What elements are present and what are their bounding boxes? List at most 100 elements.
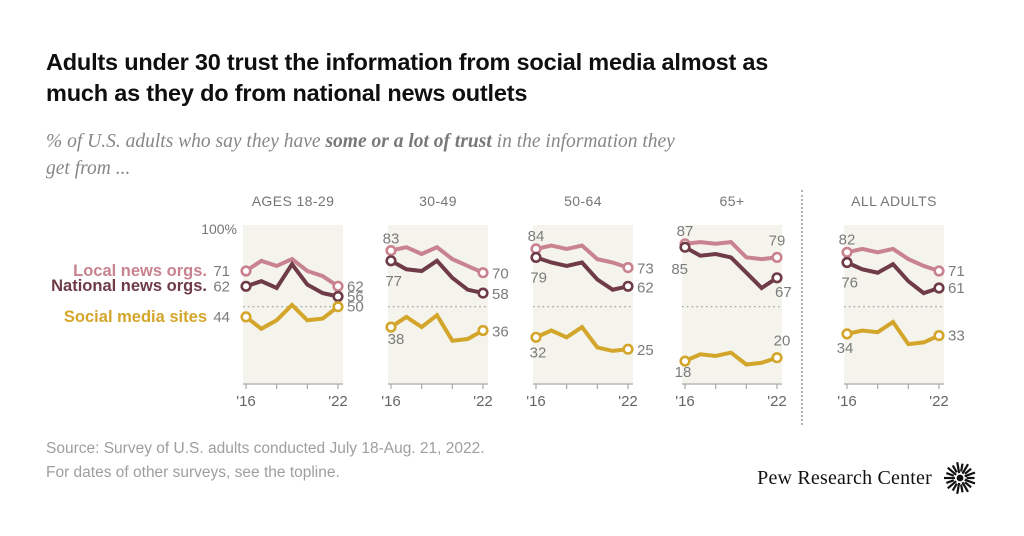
end-value-label-national: 61 — [948, 280, 965, 297]
subtitle-prefix: % of U.S. adults who say they have — [46, 131, 326, 152]
subtitle-line-1: % of U.S. adults who say they have some … — [46, 128, 966, 155]
sunburst-ray — [960, 463, 964, 472]
end-value-label-social: 36 — [492, 324, 509, 341]
start-point-marker-social — [530, 331, 542, 343]
start-point-marker-social — [385, 321, 397, 333]
end-value-label-national: 67 — [775, 284, 792, 301]
end-point-marker-national — [477, 287, 489, 299]
end-point-marker-social — [477, 324, 489, 337]
y-axis-100-label: 100% — [201, 221, 237, 237]
end-point-marker-national — [933, 282, 945, 294]
panel-50-64: 50-64 '16 '22 84 73 79 62 32 25 — [509, 193, 679, 425]
x-tick-label: '16 — [675, 393, 695, 410]
sunburst-ray — [964, 478, 976, 485]
title-line-2: much as they do from national news outle… — [46, 80, 528, 106]
start-value-label-national: 79 — [530, 269, 547, 286]
start-value-label-social: 34 — [837, 340, 854, 357]
sunburst-center — [956, 474, 964, 482]
series-line-national — [390, 258, 484, 296]
end-point-marker-local — [622, 261, 634, 274]
start-value-label-national: 77 — [385, 273, 402, 290]
x-tick-label: '16 — [236, 393, 256, 410]
start-value-label-social: 38 — [388, 331, 405, 348]
end-point-marker-local — [332, 280, 344, 292]
start-value-label-local: 84 — [528, 228, 545, 245]
sunburst-ray — [951, 464, 958, 473]
page-title: Adults under 30 trust the information fr… — [46, 47, 966, 109]
end-value-label-local: 73 — [637, 261, 654, 278]
branding: Pew Research Center — [757, 461, 977, 495]
series-line-local — [390, 244, 484, 275]
legend-item-social-media: Social media sites — [63, 307, 207, 326]
series-line-social — [535, 324, 629, 353]
panel-chart-svg: '16 '22 82 71 76 61 34 33 — [837, 225, 965, 410]
chart-subtitle: % of U.S. adults who say they have some … — [46, 128, 966, 182]
sunburst-ray — [956, 482, 961, 494]
start-point-marker-local — [240, 265, 252, 277]
start-point-marker-national — [240, 280, 252, 292]
series-line-local — [244, 256, 340, 288]
series-line-national — [535, 255, 629, 292]
end-point-marker-social — [622, 343, 634, 355]
start-point-marker-national — [841, 256, 853, 269]
start-value-label-national: 62 — [213, 278, 230, 295]
subtitle-suffix: in the information they — [491, 131, 675, 152]
start-value-label-national: 85 — [671, 261, 688, 278]
start-value-label-local: 87 — [677, 223, 694, 240]
panel-all-adults: ALL ADULTS '16 '22 82 71 76 61 34 33 — [820, 193, 990, 425]
subtitle-emphasis: some or a lot of trust — [325, 131, 492, 152]
plot-background — [533, 225, 633, 383]
sunburst-ray — [964, 471, 976, 478]
source-line-1: Source: Survey of U.S. adults conducted … — [46, 440, 485, 457]
start-point-marker-national — [679, 241, 691, 253]
source-note: Source: Survey of U.S. adults conducted … — [46, 437, 485, 484]
brand-wordmark: Pew Research Center — [757, 466, 932, 489]
start-point-marker-social — [841, 328, 853, 340]
start-value-label-local: 82 — [839, 231, 856, 248]
end-value-label-social: 25 — [637, 342, 654, 359]
end-point-marker-local — [771, 251, 783, 264]
panel-65+: 65+ '16 '22 87 79 85 67 18 20 — [658, 193, 828, 425]
start-value-label-social: 44 — [213, 309, 230, 326]
x-tick-label: '22 — [767, 393, 787, 410]
end-value-label-national: 56 — [347, 289, 364, 306]
end-point-marker-local — [933, 265, 945, 277]
panel-ages-18-29: AGES 18-29'16'22 71 62 62 56 44 50 — [213, 193, 389, 425]
x-tick-label: '16 — [837, 393, 857, 410]
end-value-label-social: 50 — [347, 299, 364, 316]
x-tick-label: '22 — [328, 393, 348, 410]
pew-sunburst-icon — [944, 462, 976, 494]
start-point-marker-national — [385, 255, 397, 267]
sunburst-ray — [951, 483, 958, 492]
series-line-national — [846, 260, 940, 296]
end-point-marker-social — [771, 352, 783, 364]
panel-title: 65+ — [719, 193, 745, 209]
series-line-social — [684, 350, 778, 367]
end-value-label-national: 62 — [637, 279, 654, 296]
series-line-local — [535, 243, 629, 270]
panel-30-49: 30-49 '16 '22 83 70 77 58 38 36 — [364, 193, 534, 425]
title-line-1: Adults under 30 trust the information fr… — [46, 49, 769, 75]
x-tick-label: '22 — [929, 393, 949, 410]
sunburst-ray — [945, 479, 955, 484]
legend-item-national-news: National news orgs. — [51, 277, 207, 296]
end-value-label-national: 58 — [492, 286, 509, 303]
series-line-social — [244, 302, 340, 332]
panel-separator-dotted-line — [801, 190, 803, 425]
sunburst-ray — [945, 472, 955, 477]
end-value-label-local: 62 — [347, 278, 364, 295]
sunburst-ray — [947, 480, 957, 490]
series-line-local — [846, 246, 940, 273]
panel-title: ALL ADULTS — [851, 193, 937, 209]
sunburst-ray — [947, 466, 957, 476]
start-value-label-local: 71 — [213, 263, 230, 280]
legend-item-local-news: Local news orgs. — [73, 262, 207, 280]
panel-title: 30-49 — [419, 193, 457, 209]
series-line-national — [684, 245, 779, 291]
plot-background — [388, 225, 488, 383]
start-point-marker-social — [240, 311, 252, 323]
end-point-marker-national — [332, 290, 344, 303]
x-tick-label: '16 — [526, 393, 546, 410]
subtitle-line-2: get from ... — [46, 158, 131, 179]
